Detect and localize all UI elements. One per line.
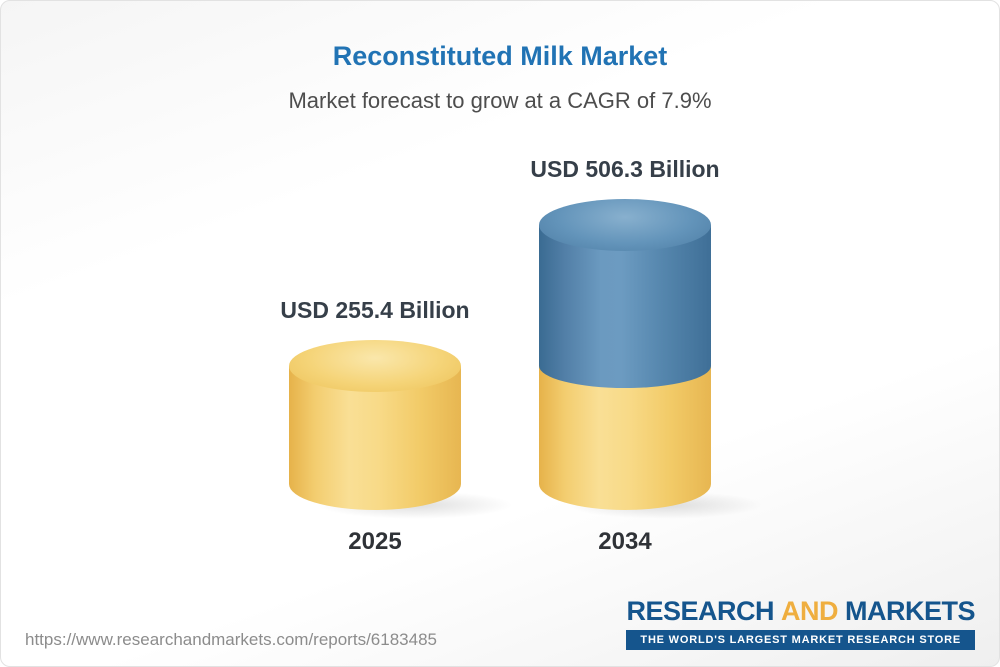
logo-word-and: AND — [781, 596, 839, 627]
growth-segment — [539, 199, 711, 388]
cylinder-2034 — [539, 199, 711, 510]
value-label-2034: USD 506.3 Billion — [530, 156, 720, 182]
bar-group-2034: USD 506.3 Billion 2034 — [530, 156, 763, 556]
cylinder-2025 — [289, 340, 461, 510]
logo-wordmark: RESEARCH AND MARKETS — [626, 596, 976, 627]
page-title: Reconstituted Milk Market — [332, 41, 668, 71]
cylinder-top-cap — [539, 199, 711, 251]
cylinder-top-cap — [289, 340, 461, 392]
logo-word-markets: MARKETS — [845, 596, 976, 627]
base-segment — [539, 366, 711, 510]
bar-chart: USD 255.4 Billion 2025 USD 506.3 Billion — [1, 151, 999, 556]
year-label-2025: 2025 — [348, 528, 402, 555]
bar-group-2025: USD 255.4 Billion 2025 — [280, 297, 513, 556]
segment-seam — [539, 344, 711, 388]
page-subtitle: Market forecast to grow at a CAGR of 7.9… — [288, 88, 712, 113]
report-url-link[interactable]: https://www.researchandmarkets.com/repor… — [25, 630, 437, 649]
cylinder-wrap-2034 — [539, 199, 763, 519]
value-label-2025: USD 255.4 Billion — [280, 297, 470, 323]
cylinder-wrap-2025 — [289, 340, 513, 519]
footer: https://www.researchandmarkets.com/repor… — [1, 596, 999, 650]
logo-tagline: THE WORLD'S LARGEST MARKET RESEARCH STOR… — [626, 630, 975, 650]
logo-word-research: RESEARCH — [626, 596, 774, 627]
header: Reconstituted Milk Market Market forecas… — [1, 1, 999, 114]
research-and-markets-logo: RESEARCH AND MARKETS THE WORLD'S LARGEST M… — [626, 596, 976, 650]
year-label-2034: 2034 — [598, 528, 652, 555]
